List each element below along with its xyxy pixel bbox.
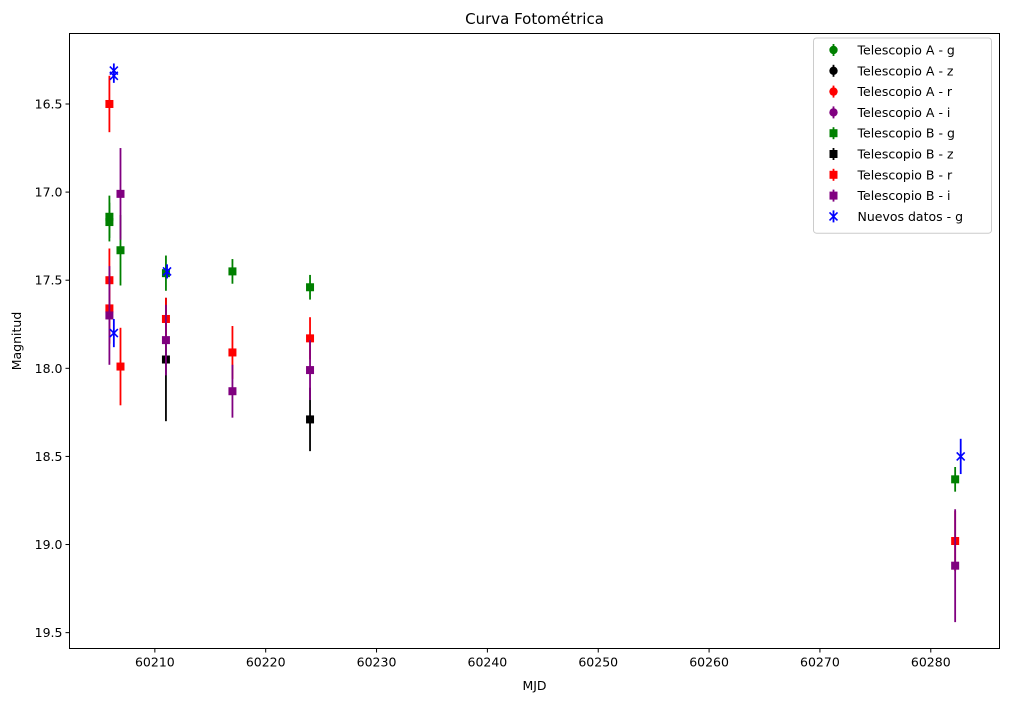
legend-marker [829,66,838,76]
data-point-stroke [956,451,966,461]
legend-marker [829,150,838,158]
series-nuevos-datos-g [109,63,966,475]
legend-label: Telescopio A - z [857,63,954,78]
legend-marker [829,170,838,179]
legend-item: Telescopio B - z [829,147,954,162]
data-point [162,266,172,276]
x-tick-label: 60220 [246,655,286,670]
y-tick-label: 18.5 [35,449,63,464]
data-point [109,71,119,81]
y-tick-label: 17.5 [35,273,63,288]
data-point [951,475,960,484]
chart-title: Curva Fotométrica [465,10,604,28]
x-tick-label: 60270 [800,655,840,670]
legend-marker [829,45,838,55]
y-tick-label: 19.0 [35,537,63,552]
data-point [109,328,119,338]
legend-item: Telescopio A - r [829,84,953,99]
legend-item: Telescopio B - g [829,126,955,141]
y-tick-label: 18.0 [35,361,63,376]
x-tick-label: 60260 [689,655,729,670]
y-tick-label: 16.5 [35,96,63,111]
legend-item: Telescopio A - g [829,43,955,58]
data-point [951,561,960,570]
y-tick-label: 19.5 [35,625,63,640]
legend-item: Telescopio A - i [829,105,950,120]
legend-marker [829,129,838,138]
data-point-stroke [109,71,119,81]
legend-label: Telescopio B - z [857,147,954,162]
data-point [116,246,125,255]
legend-marker [828,211,839,221]
plot-frame [69,33,1000,649]
x-tick-label: 60280 [911,655,951,670]
legend-label: Telescopio A - i [857,105,951,120]
data-point [306,283,315,292]
data-point-stroke [162,266,172,276]
legend-label: Telescopio A - g [857,43,955,58]
y-tick-label: 17.0 [35,185,63,200]
legend-label: Telescopio B - i [857,188,951,203]
data-layer [105,63,966,623]
data-point [105,218,114,227]
data-point [306,334,315,343]
legend-box [813,37,992,234]
legend-marker [829,191,838,200]
x-tick-label: 60240 [468,655,508,670]
legend: Telescopio A - g Telescopio A - z Telescop… [813,37,992,234]
legend-label: Telescopio B - r [857,167,953,182]
data-point [105,99,114,108]
legend-marker-stroke [828,211,839,221]
y-axis-label: Magnitud [9,312,24,371]
legend-item: Nuevos datos - g [828,209,964,224]
legend-label: Telescopio B - g [857,126,955,141]
x-axis-label: MJD [522,678,546,693]
x-tick-label: 60230 [357,655,397,670]
data-point [956,451,966,461]
x-axis: 60210 60220 60230 60240 60250 60260 60270 60280 [135,648,951,670]
data-point [161,336,170,345]
legend-item: Telescopio B - r [829,167,953,182]
data-point [116,189,125,198]
data-point [116,362,125,371]
data-point [228,387,237,396]
data-point [228,348,237,357]
series-telescopio-b-g [105,195,960,492]
legend-marker [829,108,838,117]
legend-item: Telescopio A - z [829,63,954,78]
data-point-stroke [109,328,119,338]
legend-item: Telescopio B - i [829,188,951,203]
data-point [105,311,114,320]
series-telescopio-b-i [105,148,960,623]
legend-marker [829,87,838,96]
y-axis: 16.5 17.0 17.5 18.0 18.5 19.0 19.5 [35,96,70,640]
legend-label: Nuevos datos - g [858,209,964,224]
x-tick-label: 60210 [135,655,175,670]
data-point [306,366,315,375]
legend-label: Telescopio A - r [857,84,953,99]
x-tick-label: 60250 [578,655,618,670]
data-point [306,415,315,424]
data-point [228,267,237,276]
